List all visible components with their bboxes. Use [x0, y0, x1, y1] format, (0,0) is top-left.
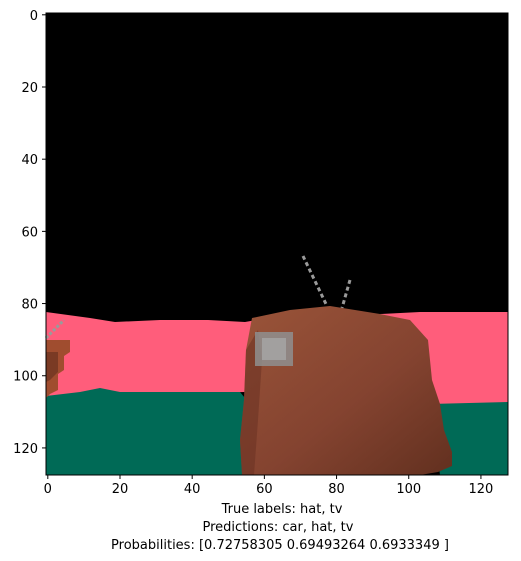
antenna-right	[340, 279, 352, 309]
y-axis-ticks: 0 20 40 60 80 100 120	[13, 9, 46, 457]
caption-probabilities: Probabilities: [0.72758305 0.69493264 0.…	[111, 538, 449, 553]
y-tick-label: 0	[30, 9, 38, 24]
y-tick-label: 120	[13, 442, 38, 457]
x-tick-label: 120	[469, 482, 494, 497]
x-tick-label: 20	[112, 482, 129, 497]
y-tick-label: 80	[21, 298, 38, 313]
x-tick-label: 100	[396, 482, 421, 497]
left-object	[44, 318, 70, 398]
x-axis-ticks: 0 20 40 60 80 100 120	[44, 475, 494, 497]
x-tick-label: 40	[184, 482, 201, 497]
tv-object	[240, 255, 452, 475]
tv-body	[240, 306, 452, 475]
y-tick-label: 40	[21, 153, 38, 168]
image-panel: 0 20 40 60 80 100 120 0 20 40 60 80 100 120	[13, 9, 509, 497]
caption-predictions: Predictions: car, hat, tv	[203, 520, 354, 535]
x-tick-label: 80	[328, 482, 345, 497]
axes-frame	[45, 12, 509, 476]
y-tick-label: 100	[13, 370, 38, 385]
caption: True labels: hat, tv Predictions: car, h…	[111, 502, 449, 553]
y-tick-label: 20	[21, 81, 38, 96]
x-tick-label: 60	[256, 482, 273, 497]
green-band	[46, 388, 245, 475]
antenna-left	[301, 255, 328, 305]
caption-true-labels: True labels: hat, tv	[221, 502, 343, 517]
y-tick-label: 60	[21, 225, 38, 240]
x-tick-label: 0	[44, 482, 52, 497]
